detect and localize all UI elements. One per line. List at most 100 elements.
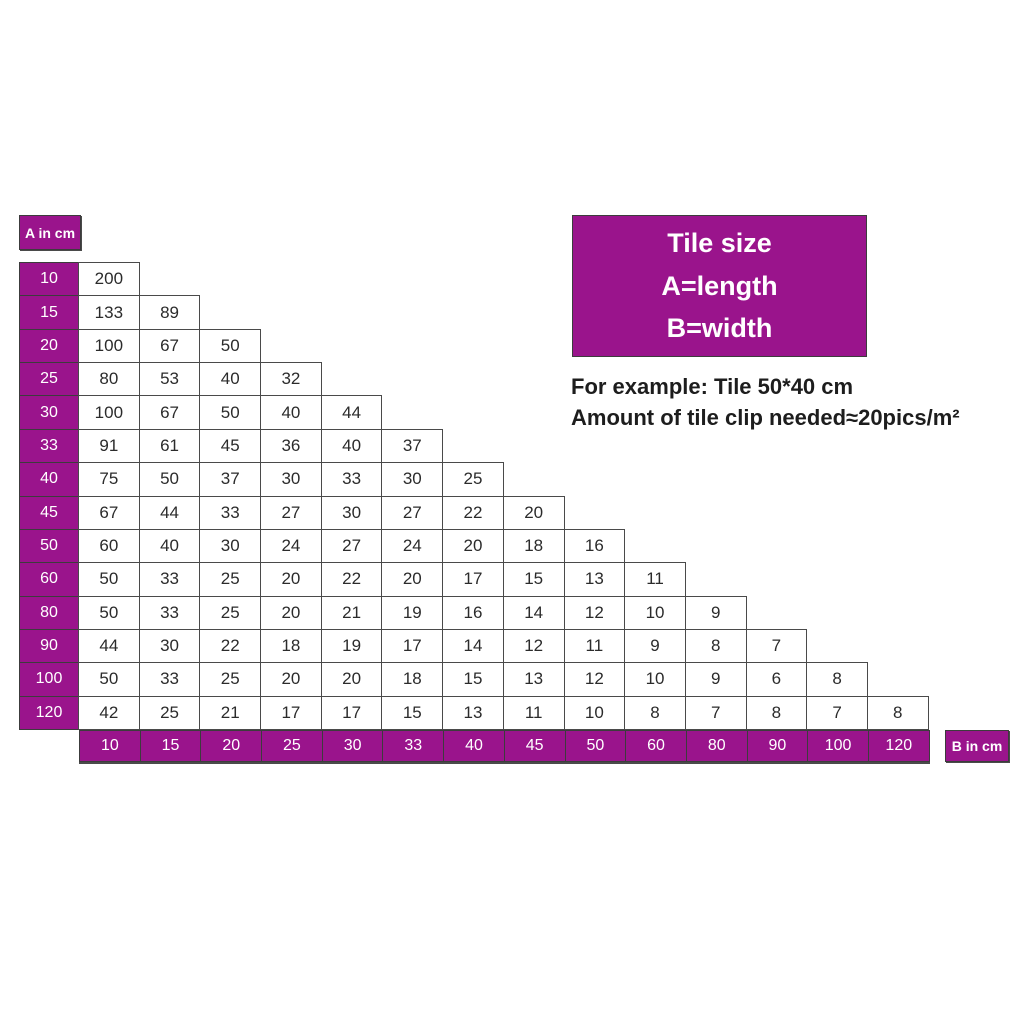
table-row: 20 100 67 50 xyxy=(19,328,929,364)
clip-count-cell: 11 xyxy=(624,562,686,597)
clip-count-cell: 24 xyxy=(381,528,444,564)
clip-count-cell: 44 xyxy=(138,495,201,530)
clip-count-cell: 67 xyxy=(138,328,201,364)
clip-count-cell: 25 xyxy=(199,595,262,630)
clip-count-cell: 133 xyxy=(78,295,140,330)
clip-count-cell: 20 xyxy=(260,595,322,630)
a-value-cell: 10 xyxy=(19,262,79,297)
clip-count-cell: 20 xyxy=(260,662,322,697)
clip-count-cell: 67 xyxy=(78,495,140,530)
clip-count-cell: 12 xyxy=(563,662,626,697)
b-value-cell: 45 xyxy=(503,730,566,762)
clip-count-cell: 33 xyxy=(138,662,201,697)
clip-count-cell: 42 xyxy=(78,695,140,731)
clip-count-cell: 100 xyxy=(78,328,140,364)
b-axis-header: B in cm xyxy=(945,730,1009,762)
table-row: 45 67 44 33 27 30 27 22 20 xyxy=(19,495,929,530)
legend-title: Tile size xyxy=(667,227,772,258)
table-row: 90 44 30 22 18 19 17 14 12 11 9 8 7 xyxy=(19,628,929,664)
clip-count-cell: 25 xyxy=(199,562,262,597)
clip-count-cell: 12 xyxy=(502,628,565,664)
clip-count-cell: 33 xyxy=(138,562,201,597)
b-value-cell: 33 xyxy=(382,730,445,762)
clip-count-cell: 8 xyxy=(866,695,929,731)
b-value-cell: 15 xyxy=(139,730,202,762)
clip-count-cell: 30 xyxy=(260,462,322,497)
clip-count-cell: 25 xyxy=(199,662,262,697)
clip-count-cell: 18 xyxy=(502,528,565,564)
clip-count-cell: 40 xyxy=(199,362,262,397)
clip-count-cell: 13 xyxy=(442,695,504,731)
clip-count-cell: 40 xyxy=(320,428,383,464)
b-value-cell: 40 xyxy=(443,730,505,762)
table-row: 60 50 33 25 20 22 20 17 15 13 11 xyxy=(19,562,929,597)
clip-count-cell: 33 xyxy=(199,495,262,530)
clip-count-cell: 16 xyxy=(563,528,626,564)
table-row: 25 80 53 40 32 xyxy=(19,362,929,397)
clip-count-cell: 21 xyxy=(320,595,383,630)
clip-count-cell: 50 xyxy=(78,562,140,597)
clip-count-cell: 10 xyxy=(563,695,626,731)
clip-count-cell: 44 xyxy=(78,628,140,664)
clip-count-cell: 17 xyxy=(442,562,504,597)
clip-count-cell: 20 xyxy=(442,528,504,564)
clip-count-cell: 15 xyxy=(502,562,565,597)
clip-count-cell: 8 xyxy=(745,695,808,731)
clip-count-cell: 60 xyxy=(78,528,140,564)
b-value-cell: 25 xyxy=(261,730,323,762)
clip-count-cell: 21 xyxy=(199,695,262,731)
a-value-cell: 90 xyxy=(19,628,79,664)
example-line-2: Amount of tile clip needed≈20pics/m² xyxy=(571,405,960,430)
clip-count-cell: 45 xyxy=(199,428,262,464)
legend-a-length: A=length xyxy=(661,270,778,301)
clip-count-cell: 37 xyxy=(381,428,444,464)
b-axis-header-row: 10 15 20 25 30 33 40 45 50 60 80 90 100 120 xyxy=(79,730,930,762)
a-value-cell: 60 xyxy=(19,562,79,597)
clip-count-cell: 13 xyxy=(502,662,565,697)
b-value-cell: 10 xyxy=(79,730,141,762)
clip-count-cell: 15 xyxy=(442,662,504,697)
clip-count-cell: 17 xyxy=(320,695,383,731)
clip-count-cell: 44 xyxy=(320,395,383,430)
clip-count-cell: 19 xyxy=(320,628,383,664)
table-row: 80 50 33 25 20 21 19 16 14 12 10 9 xyxy=(19,595,929,630)
clip-count-cell: 61 xyxy=(138,428,201,464)
a-value-cell: 45 xyxy=(19,495,79,530)
clip-count-cell: 91 xyxy=(78,428,140,464)
clip-count-cell: 27 xyxy=(260,495,322,530)
b-value-cell: 90 xyxy=(746,730,809,762)
clip-count-cell: 200 xyxy=(78,262,140,297)
table-row: 100 50 33 25 20 20 18 15 13 12 10 9 6 8 xyxy=(19,662,929,697)
clip-count-cell: 22 xyxy=(199,628,262,664)
clip-count-cell: 8 xyxy=(624,695,686,731)
clip-count-cell: 67 xyxy=(138,395,201,430)
a-value-cell: 100 xyxy=(19,662,79,697)
b-value-cell: 30 xyxy=(321,730,384,762)
tile-size-legend-box: Tile size A=length B=width xyxy=(572,215,867,357)
clip-count-cell: 40 xyxy=(260,395,322,430)
clip-count-cell: 7 xyxy=(684,695,747,731)
clip-count-cell: 20 xyxy=(320,662,383,697)
clip-count-cell: 8 xyxy=(806,662,868,697)
clip-count-cell: 37 xyxy=(199,462,262,497)
clip-count-cell: 50 xyxy=(78,595,140,630)
clip-count-cell: 15 xyxy=(381,695,444,731)
clip-count-cell: 7 xyxy=(745,628,808,664)
a-value-cell: 33 xyxy=(19,428,79,464)
a-value-cell: 20 xyxy=(19,328,79,364)
b-value-cell: 80 xyxy=(685,730,748,762)
clip-count-cell: 17 xyxy=(260,695,322,731)
a-value-cell: 15 xyxy=(19,295,79,330)
clip-count-cell: 18 xyxy=(260,628,322,664)
clip-count-cell: 17 xyxy=(381,628,444,664)
table-row: 15 133 89 xyxy=(19,295,929,330)
clip-count-cell: 27 xyxy=(381,495,444,530)
a-value-cell: 80 xyxy=(19,595,79,630)
clip-count-cell: 11 xyxy=(502,695,565,731)
clip-count-cell: 20 xyxy=(381,562,444,597)
clip-count-cell: 80 xyxy=(78,362,140,397)
table-row: 50 60 40 30 24 27 24 20 18 16 xyxy=(19,528,929,564)
clip-count-cell: 10 xyxy=(624,595,686,630)
clip-count-cell: 22 xyxy=(442,495,504,530)
